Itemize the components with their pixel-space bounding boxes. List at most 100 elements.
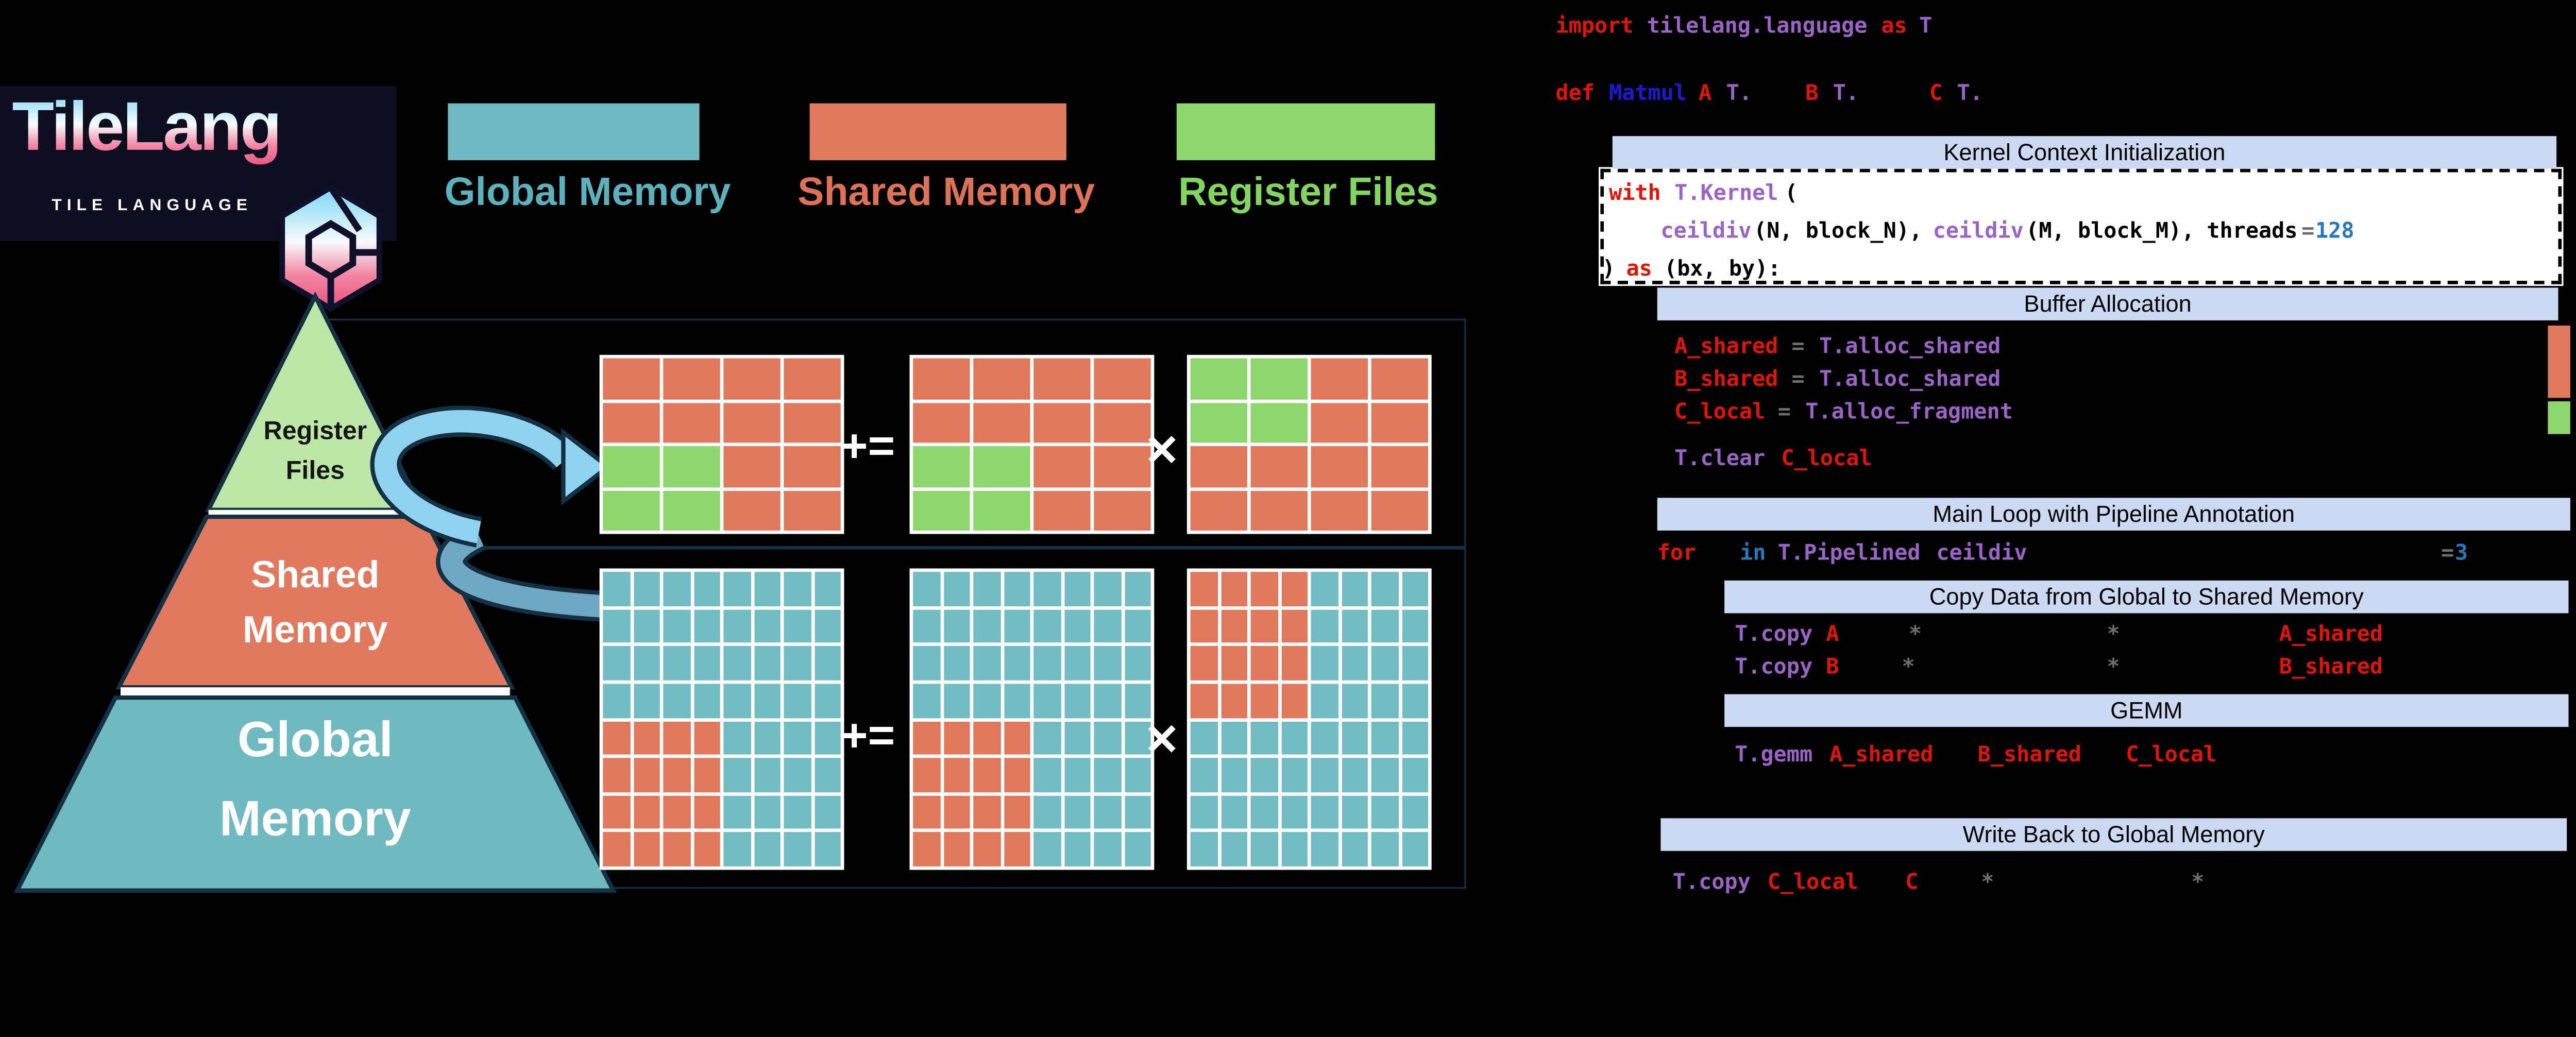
matrix-cell (1250, 795, 1278, 829)
matrix-grid-register-out (599, 354, 844, 534)
matrix-cell (603, 795, 630, 829)
code-token: = (2441, 539, 2454, 565)
matrix-cell (1311, 646, 1338, 681)
matrix-cell (693, 684, 720, 718)
matrix-cell (1190, 572, 1217, 606)
matrix-cell (784, 721, 811, 755)
code-token: = (2301, 217, 2315, 243)
matrix-cell (1401, 646, 1428, 681)
code-token: ) (1602, 254, 1615, 281)
matrix-cell (784, 832, 811, 866)
code-token: T.gemm (1735, 740, 1813, 767)
matrix-cell (1190, 721, 1217, 755)
matrix-cell (1003, 795, 1030, 829)
global-to-shared-transfer-arrow (370, 405, 612, 622)
matrix-cell (973, 721, 1001, 755)
matrix-cell (1371, 646, 1398, 681)
legend-label-shared-memory: Shared Memory (798, 168, 1095, 214)
code-token: = (1777, 398, 1791, 424)
code-token: = (1791, 365, 1805, 392)
code-token: ceildiv (1660, 217, 1752, 243)
matrix-cell (1371, 358, 1428, 399)
matrix-cell (814, 684, 841, 718)
matrix-cell (784, 684, 811, 718)
code-token: * (1902, 653, 1915, 679)
matrix-cell (1094, 402, 1151, 443)
matrix-cell (973, 572, 1001, 606)
code-token: def (1555, 79, 1595, 105)
matrix-cell (1124, 832, 1151, 866)
matrix-cell (1341, 721, 1368, 755)
matrix-cell (1190, 646, 1217, 681)
matrix-cell (1311, 832, 1338, 866)
code-token: T.copy (1735, 620, 1813, 646)
code-token: T.copy (1672, 868, 1751, 894)
matrix-cell (1003, 721, 1030, 755)
matrix-cell (973, 832, 1001, 866)
matrix-cell (1401, 832, 1428, 866)
matrix-cell (1371, 721, 1398, 755)
matrix-cell (1063, 795, 1091, 829)
matrix-cell (1221, 795, 1247, 829)
matrix-cell (1221, 721, 1247, 755)
matrix-cell (1190, 402, 1247, 443)
section-header-buffer-allocation: Buffer Allocation (1657, 287, 2558, 320)
matrix-cell (603, 572, 630, 606)
matrix-cell (723, 446, 781, 487)
code-token: T.alloc_fragment (1805, 398, 2013, 424)
matrix-cell (723, 490, 781, 531)
pyramid-label-register-files: Register Files (263, 417, 367, 486)
matrix-cell (663, 446, 720, 487)
matrix-cell (693, 609, 720, 643)
matrix-cell (1311, 609, 1338, 643)
matrix-cell (943, 721, 970, 755)
matrix-cell (753, 795, 781, 829)
matrix-grid-register-acc (909, 354, 1155, 534)
matrix-cell (1250, 490, 1308, 531)
section-header-gemm: GEMM (1724, 694, 2569, 727)
matrix-cell (814, 721, 841, 755)
code-token: * (2107, 653, 2120, 679)
matrix-cell (784, 758, 811, 792)
matrix-cell (723, 684, 751, 718)
matrix-cell (1063, 758, 1091, 792)
code-token: T.clear (1674, 444, 1766, 470)
matrix-cell (603, 721, 630, 755)
matrix-cell (1033, 358, 1091, 399)
matrix-cell (1371, 795, 1398, 829)
matrix-cell (784, 490, 841, 531)
code-token: T.copy (1735, 653, 1813, 679)
code-token: C_local (1781, 444, 1872, 470)
matrix-cell (913, 490, 970, 531)
register-file-indicator-bar (2548, 401, 2570, 434)
matrix-cell (943, 832, 970, 866)
matrix-cell (1190, 832, 1217, 866)
section-header-kernel-context: Kernel Context Initialization (1612, 136, 2557, 169)
code-token: * (1908, 620, 1922, 646)
matrix-cell (753, 832, 781, 866)
matrix-cell (1281, 758, 1308, 792)
matrix-cell (1094, 795, 1121, 829)
matrix-cell (753, 721, 781, 755)
matrix-cell (633, 795, 660, 829)
code-token: (N, block_N), (1753, 217, 1923, 243)
matrix-cell (784, 795, 811, 829)
tilelang-cube-icon (279, 184, 382, 312)
matrix-cell (723, 795, 751, 829)
matrix-cell (663, 358, 720, 399)
matrix-cell (1063, 646, 1091, 681)
matrix-cell (943, 646, 970, 681)
matrix-cell (1094, 358, 1151, 399)
matrix-cell (693, 795, 720, 829)
code-token: B (1805, 79, 1819, 105)
matrix-cell (1281, 646, 1308, 681)
matrix-cell (603, 609, 630, 643)
matrix-cell (814, 646, 841, 681)
code-token: ( (1785, 179, 1798, 205)
legend-label-global-memory: Global Memory (444, 168, 731, 214)
matrix-cell (943, 572, 970, 606)
matrix-cell (663, 795, 690, 829)
matrix-cell (1221, 646, 1247, 681)
matrix-cell (814, 572, 841, 606)
matrix-cell (1221, 572, 1247, 606)
